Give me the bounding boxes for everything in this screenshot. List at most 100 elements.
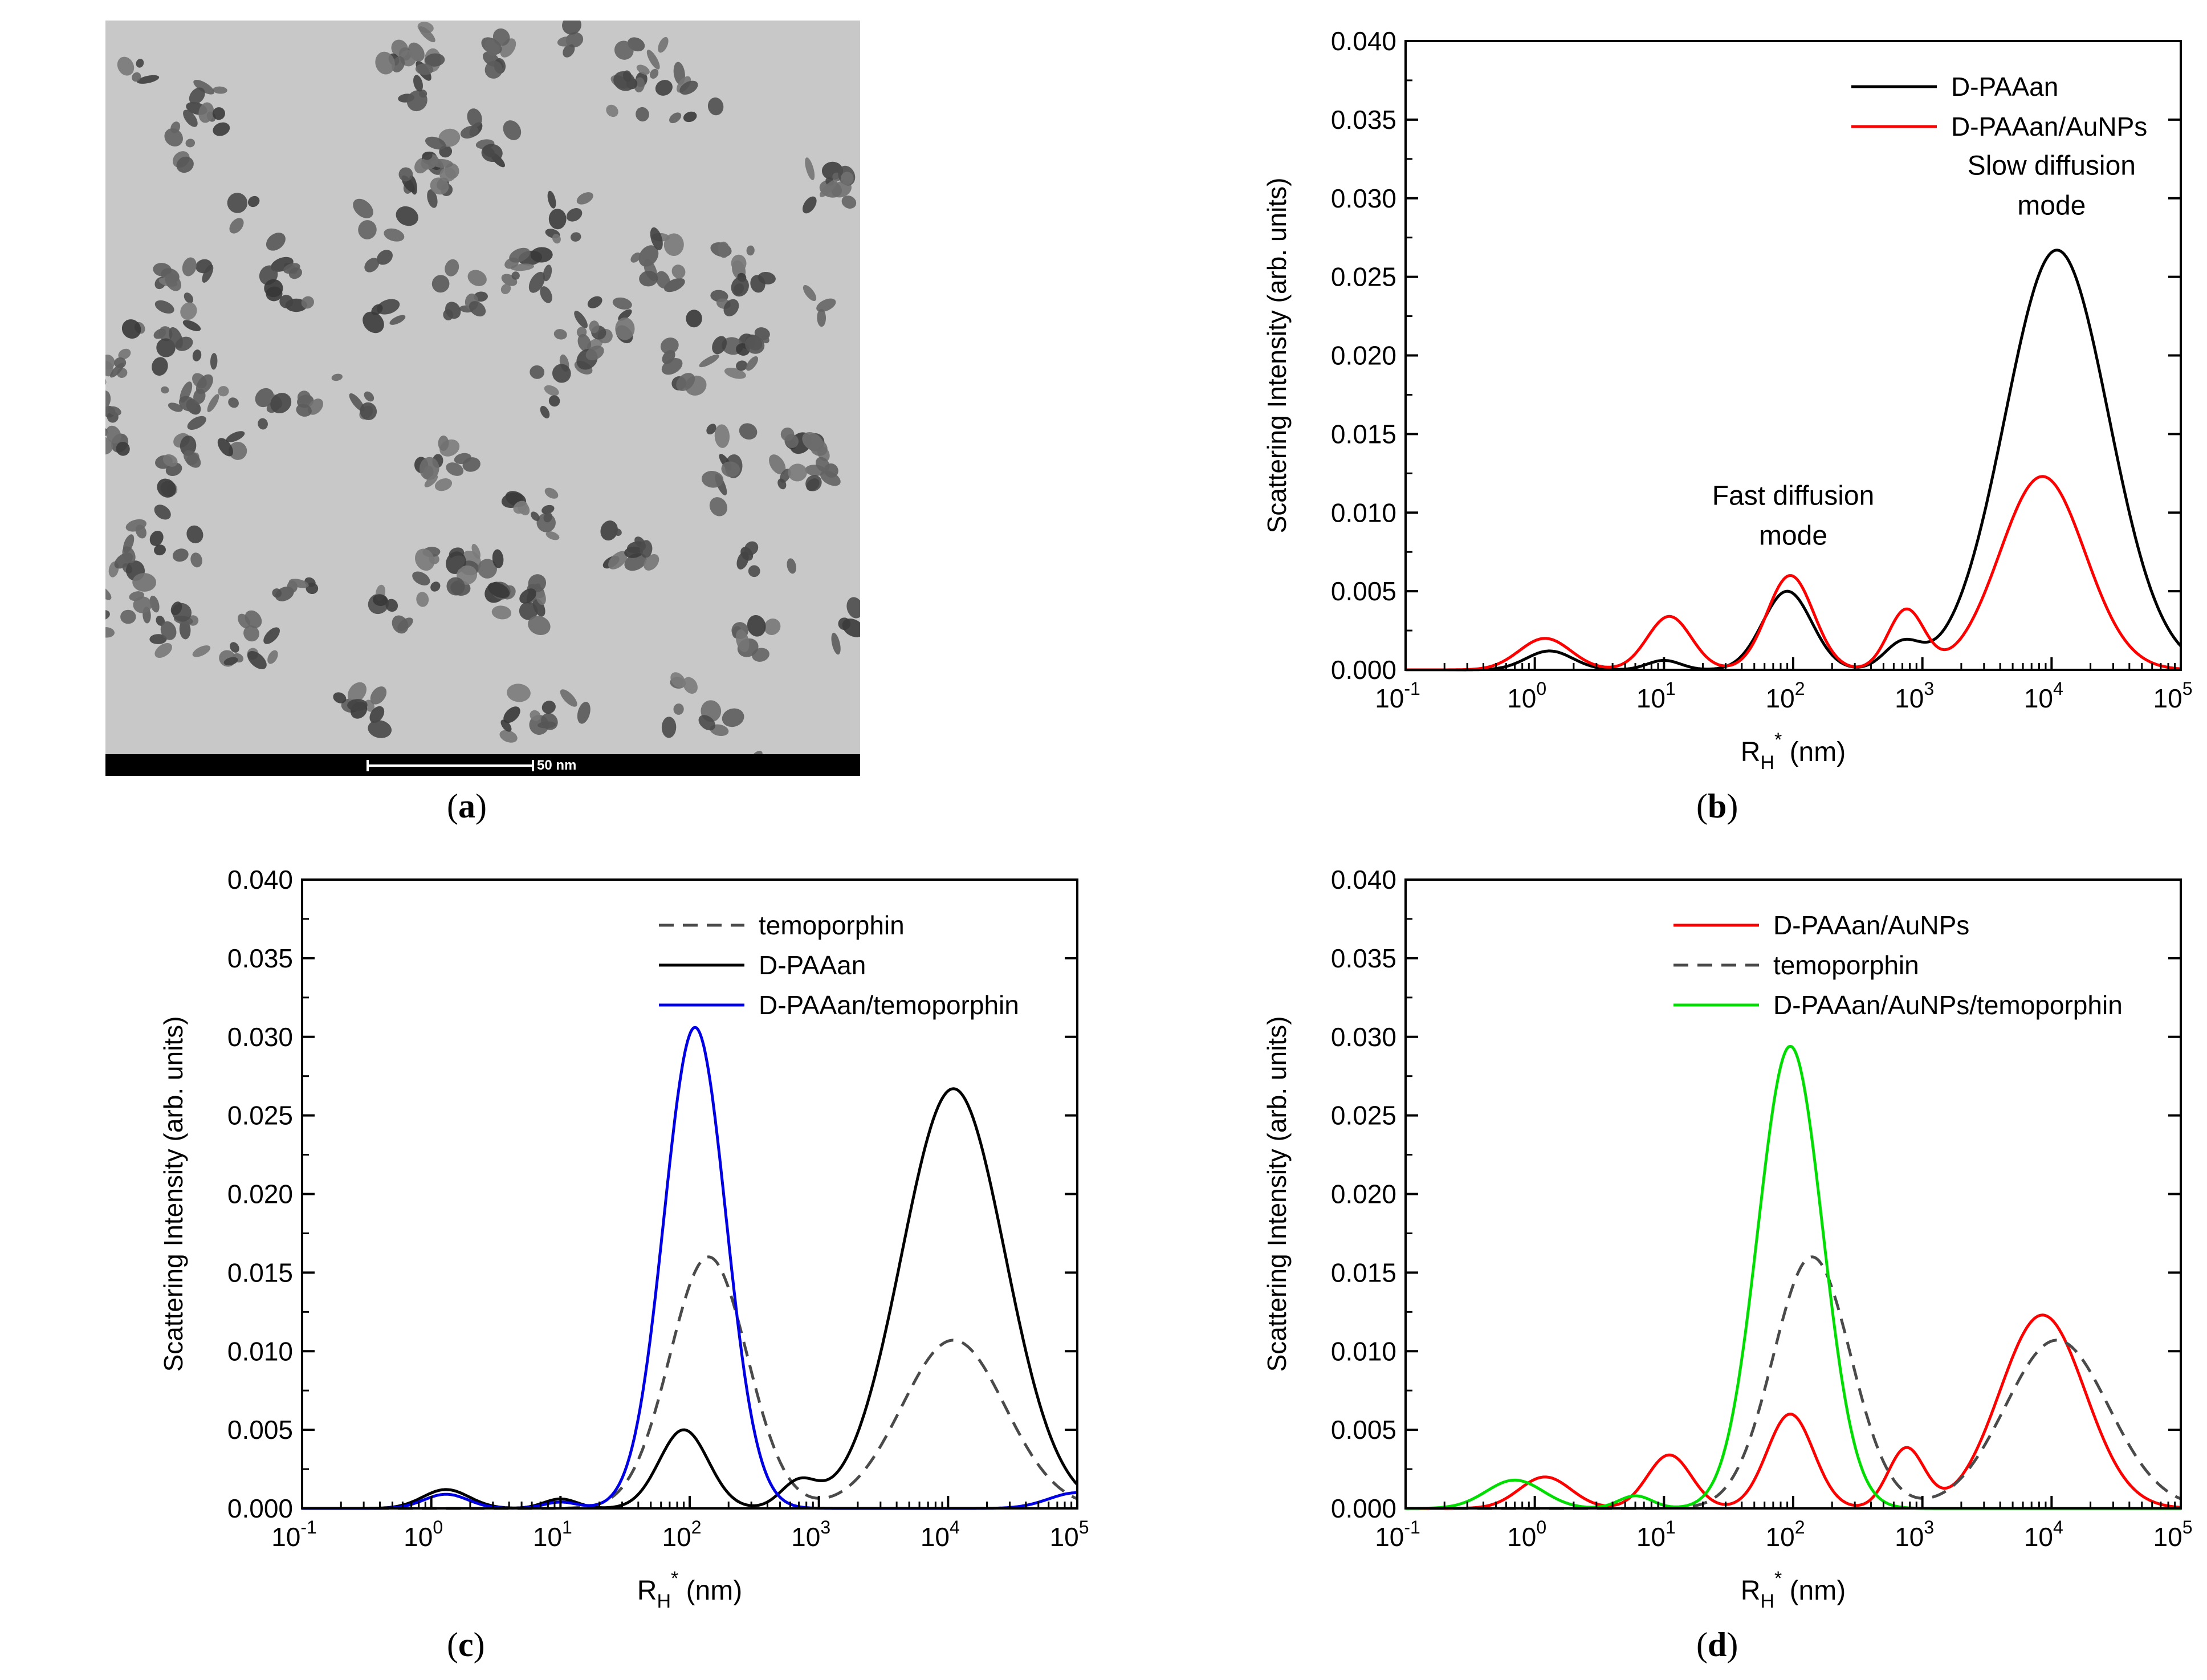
nanoparticle [820,470,841,486]
nanoparticle [748,565,760,577]
caption-a-letter: a [458,787,475,825]
nanoparticle [182,257,197,276]
nanoparticle [427,189,438,208]
y-tick-label: 0.000 [1331,1494,1396,1523]
nanoparticle [419,457,439,481]
y-tick-label: 0.035 [1331,105,1396,135]
nanoparticle [544,385,559,396]
nanoparticle [503,120,522,140]
nanoparticle [577,333,592,352]
nanoparticle [116,441,130,456]
nanoparticle [511,271,520,280]
nanoparticle [369,706,385,723]
nanoparticle [544,487,559,499]
nanoparticle [679,80,698,95]
x-tick-label: 105 [2153,1517,2193,1552]
nanoparticle [245,610,262,628]
nanoparticle [650,68,659,79]
x-tick-label: 104 [2024,1517,2063,1552]
caption-c-letter: c [458,1626,474,1663]
y-tick-label: 0.005 [227,1415,293,1445]
nanoparticle [540,405,550,418]
chart-d: 0.000 0.005 0.010 0.015 0.020 0.025 0.030 0.035… [1262,865,2193,1612]
nanoparticle [805,157,815,181]
series-line-d-paaan-aunps-temoporphin [1405,1044,2181,1510]
nanoparticle [230,642,239,653]
nanoparticle [438,436,449,451]
nanoparticle [105,627,115,638]
nanoparticle [712,336,727,355]
nanoparticle [723,299,739,316]
nanoparticle [698,715,716,731]
legend: D-PAAan/AuNPs temoporphin D-PAAan/AuNPs/te… [1673,910,2123,1020]
x-axis-title: RH* (nm) [1741,1568,1846,1612]
x-tick-label: 104 [2024,678,2063,713]
nanoparticle [377,250,393,265]
nanoparticle [570,232,581,242]
nanoparticle [492,28,510,46]
y-tick-label: 0.035 [227,943,293,973]
nanoparticle [655,80,673,96]
nanoparticle [709,497,727,516]
nanoparticle [168,402,183,412]
y-tick-label: 0.025 [1331,262,1396,292]
nanoparticle [484,60,503,79]
nanoparticle [172,548,189,562]
nanoparticle [158,326,173,341]
nanoparticle [170,601,182,616]
legend-label: D-PAAan [1951,72,2058,101]
nanoparticle [683,677,698,694]
nanoparticle [638,245,659,267]
nanoparticle [425,136,446,150]
x-tick-label: 103 [1895,1517,1934,1552]
y-tick-label: 0.020 [1331,1179,1396,1209]
nanoparticle [183,109,198,127]
nanoparticle [396,206,418,226]
nanoparticle [676,373,695,391]
nanoparticle [152,357,168,376]
nanoparticle [412,571,430,585]
nanoparticle [488,582,510,599]
nanoparticle [136,59,144,68]
nanoparticle [746,245,755,256]
nanoparticle [105,425,121,444]
nanoparticle [735,629,750,653]
nanoparticle [384,228,405,242]
nanoparticle [660,337,679,355]
nanoparticle [105,609,110,620]
nanoparticle [375,51,395,75]
nanoparticle [266,233,286,251]
nanoparticle [213,122,230,136]
x-axis: 10-1 100 101 102 103 104 105 [1375,657,2192,713]
y-tick-label: 0.000 [1331,655,1396,685]
nanoparticle [670,672,686,688]
nanoparticle [296,404,312,417]
nanoparticle [226,431,245,442]
nanoparticle [780,427,795,441]
nanoparticle [806,478,820,491]
tem-micrograph: 50 nm [105,21,860,776]
nanoparticle [513,501,528,514]
nanoparticle [180,302,197,320]
nanoparticle [187,416,206,430]
nanoparticle [192,645,211,657]
nanoparticle [764,619,781,635]
nanoparticle [415,63,434,75]
nanoparticle [117,56,135,76]
nanoparticle [443,309,454,320]
nanoparticle [218,386,229,397]
legend: D-PAAan D-PAAan/AuNPs [1851,72,2147,141]
x-tick-label: 101 [1636,1517,1676,1552]
nanoparticle [618,309,632,321]
nanoparticle [179,620,191,640]
nanoparticle [745,336,765,354]
nanoparticle [149,531,164,546]
nanoparticle [747,615,766,637]
y-tick-label: 0.040 [227,865,293,894]
nanoparticle [370,686,387,705]
x-tick-label: 10-1 [1375,1517,1420,1552]
nanoparticle [686,310,702,328]
panel-b: 0.000 0.005 0.010 0.015 0.020 0.025 0.030 0.035… [1104,0,2207,839]
panel-c: 0.000 0.005 0.010 0.015 0.020 0.025 0.030 0.035… [0,839,1104,1677]
nanoparticle [540,286,552,303]
